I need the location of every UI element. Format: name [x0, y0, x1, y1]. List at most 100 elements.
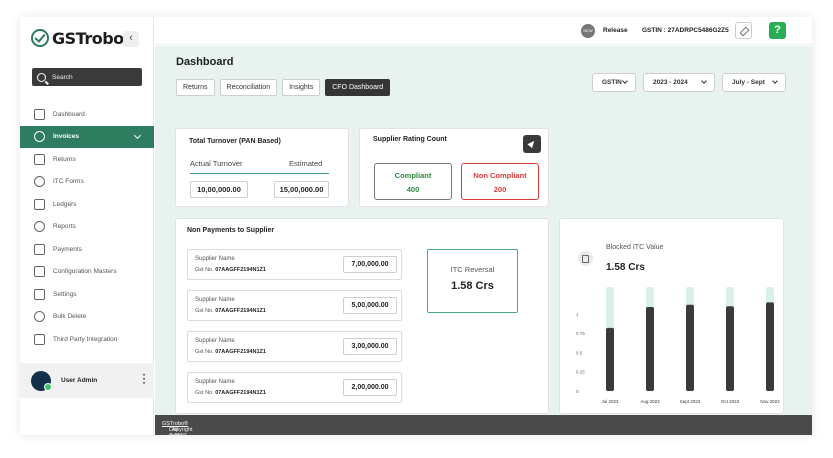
- gstin-display: GSTIN : 27ADRPC5486G2Z5: [642, 27, 729, 34]
- footer: Copyright © 2023 GSTrobo®. All rights re…: [155, 415, 812, 435]
- gst-number: Gst No. 07AAGFF2194N1Z1: [195, 267, 266, 273]
- year-dropdown[interactable]: 2023 - 2024: [643, 73, 715, 92]
- page-title: Dashboard: [176, 56, 234, 68]
- compliant-box[interactable]: Compliant 400: [374, 163, 452, 200]
- chart-bar[interactable]: [766, 302, 774, 391]
- sidebar-item-invoices[interactable]: Invoices: [20, 125, 154, 148]
- turnover-title: Total Turnover (PAN Based): [189, 138, 281, 145]
- x-tick-label: Aug 2023: [640, 399, 660, 404]
- dashboard-icon: [34, 108, 45, 120]
- y-tick-label: 1: [576, 312, 579, 317]
- turnover-card: Total Turnover (PAN Based) Actual Turnov…: [175, 128, 349, 207]
- supplier-name-label: Supplier Name: [195, 297, 235, 303]
- x-tick-label: Jul 2023: [601, 399, 619, 404]
- sidebar-item-dashboard[interactable]: Dashboard: [20, 103, 154, 126]
- period-dropdown[interactable]: July - Sept: [722, 73, 786, 92]
- supplier-row[interactable]: Supplier Name Gst No. 07AAGFF2194N1Z1 3,…: [187, 331, 402, 362]
- chevron-down-icon: [133, 131, 142, 139]
- supplier-row[interactable]: Supplier Name Gst No. 07AAGFF2194N1Z1 7,…: [187, 249, 402, 280]
- non-compliant-box[interactable]: Non Compliant 200: [461, 163, 539, 200]
- actual-turnover-label: Actual Turnover: [190, 159, 243, 168]
- logo-mark-icon: [31, 29, 49, 47]
- search-placeholder: Search: [52, 73, 73, 81]
- sidebar-nav: Dashboard Invoices Returns ITC Forms Led…: [20, 103, 154, 351]
- compliant-count: 400: [406, 185, 420, 194]
- brand-name: GSTrobo®: [52, 28, 132, 48]
- copyright-link[interactable]: GSTrobo®: [162, 421, 189, 427]
- supplier-name-label: Supplier Name: [195, 379, 235, 385]
- y-tick-label: 0: [576, 389, 579, 394]
- app-window: GSTrobo® ‹ Search Dashboard Invoices Ret…: [20, 17, 812, 435]
- configuration-icon: [34, 266, 45, 278]
- non-compliant-count: 200: [493, 185, 507, 194]
- x-tick-label: Nov 2023: [760, 399, 780, 404]
- sidebar-item-payments[interactable]: Payments: [20, 238, 154, 261]
- itc-reversal-value: 1.58 Crs: [451, 280, 494, 292]
- release-badge-icon[interactable]: NEW: [581, 24, 595, 38]
- blocked-itc-chart: 0 0.25 0.5 0.75 1 Jul 2023 Aug 2023 Sept 2023 Oc…: [576, 287, 780, 404]
- more-options-icon[interactable]: · · ·: [142, 370, 146, 389]
- chart-bar[interactable]: [686, 304, 694, 391]
- chart-bar[interactable]: [606, 327, 614, 391]
- sidebar-item-itc-forms[interactable]: ITC Forms: [20, 171, 154, 194]
- invoices-icon: [34, 131, 45, 143]
- chart-bar[interactable]: [646, 307, 654, 391]
- estimated-value: 15,00,000.00: [274, 181, 329, 198]
- sidebar-item-configuration-masters[interactable]: Configuration Masters: [20, 261, 154, 284]
- help-button[interactable]: ?: [769, 22, 786, 39]
- search-input[interactable]: Search: [32, 68, 142, 86]
- navigate-icon[interactable]: [523, 135, 541, 153]
- user-profile[interactable]: User Admin · · ·: [20, 363, 154, 398]
- x-tick-label: Sept 2023: [680, 399, 701, 404]
- x-tick-label: Oct 2023: [721, 399, 740, 404]
- bulk-delete-icon: [34, 311, 45, 323]
- search-icon: [37, 72, 46, 82]
- y-tick-label: 0.75: [576, 331, 585, 336]
- supplier-name-label: Supplier Name: [195, 256, 235, 262]
- reports-icon: [34, 221, 45, 233]
- topbar: NEW Release GSTIN : 27ADRPC5486G2Z5 ?: [155, 17, 812, 45]
- ledgers-icon: [34, 198, 45, 210]
- gst-number: Gst No. 07AAGFF2194N1Z1: [195, 308, 266, 314]
- tab-returns[interactable]: Returns: [176, 79, 215, 96]
- tab-insights[interactable]: Insights: [282, 79, 321, 96]
- collapse-sidebar-button[interactable]: ‹: [123, 31, 139, 47]
- tab-reconciliation[interactable]: Reconciliation: [219, 79, 278, 96]
- chart-bar[interactable]: [726, 306, 734, 391]
- supplier-rating-card: Supplier Rating Count Compliant 400 Non …: [359, 128, 549, 207]
- y-tick-label: 0.5: [576, 350, 583, 355]
- non-payments-title: Non Payments to Supplier: [187, 227, 275, 234]
- sidebar-item-third-party-integration[interactable]: Third Party Integration: [20, 328, 154, 351]
- actual-turnover-value: 10,00,000.00: [190, 181, 248, 198]
- main-content: Dashboard Returns Reconciliation Insight…: [155, 46, 812, 415]
- supplier-amount: 7,00,000.00: [343, 256, 397, 273]
- itc-reversal-box: ITC Reversal 1.58 Crs: [427, 249, 518, 313]
- supplier-amount: 5,00,000.00: [343, 297, 397, 314]
- compliant-label: Compliant: [394, 171, 432, 180]
- gstin-dropdown[interactable]: GSTIN: [592, 73, 636, 92]
- sidebar-item-reports[interactable]: Reports: [20, 216, 154, 239]
- sidebar-item-returns[interactable]: Returns: [20, 148, 154, 171]
- edit-gstin-button[interactable]: [735, 22, 752, 39]
- non-compliant-label: Non Compliant: [473, 171, 527, 180]
- tab-cfo-dashboard[interactable]: CFO Dashboard: [325, 79, 391, 96]
- blocked-itc-value: 1.58 Crs: [606, 262, 645, 273]
- supplier-name-label: Supplier Name: [195, 338, 235, 344]
- returns-icon: [34, 153, 45, 165]
- blocked-itc-title: Blocked ITC Value: [606, 244, 664, 251]
- sidebar-item-bulk-delete[interactable]: Bulk Delete: [20, 306, 154, 329]
- supplier-row[interactable]: Supplier Name Gst No. 07AAGFF2194N1Z1 2,…: [187, 372, 402, 403]
- sidebar-item-ledgers[interactable]: Ledgers: [20, 193, 154, 216]
- release-link[interactable]: Release: [603, 27, 628, 34]
- user-name: User Admin: [61, 377, 98, 384]
- sidebar: GSTrobo® ‹ Search Dashboard Invoices Ret…: [20, 17, 154, 435]
- gst-number: Gst No. 07AAGFF2194N1Z1: [195, 390, 266, 396]
- payments-icon: [34, 243, 45, 255]
- supplier-amount: 2,00,000.00: [343, 379, 397, 396]
- blocked-itc-card: Blocked ITC Value 1.58 Crs 0 0.25 0.5 0.75 1…: [559, 218, 784, 414]
- y-tick-label: 0.25: [576, 370, 585, 375]
- sidebar-item-settings[interactable]: Settings: [20, 283, 154, 306]
- supplier-row[interactable]: Supplier Name Gst No. 07AAGFF2194N1Z1 5,…: [187, 290, 402, 321]
- copyright-text: Copyright © 2023 GSTrobo®. All rights re…: [162, 421, 193, 435]
- supplier-rating-title: Supplier Rating Count: [373, 136, 447, 143]
